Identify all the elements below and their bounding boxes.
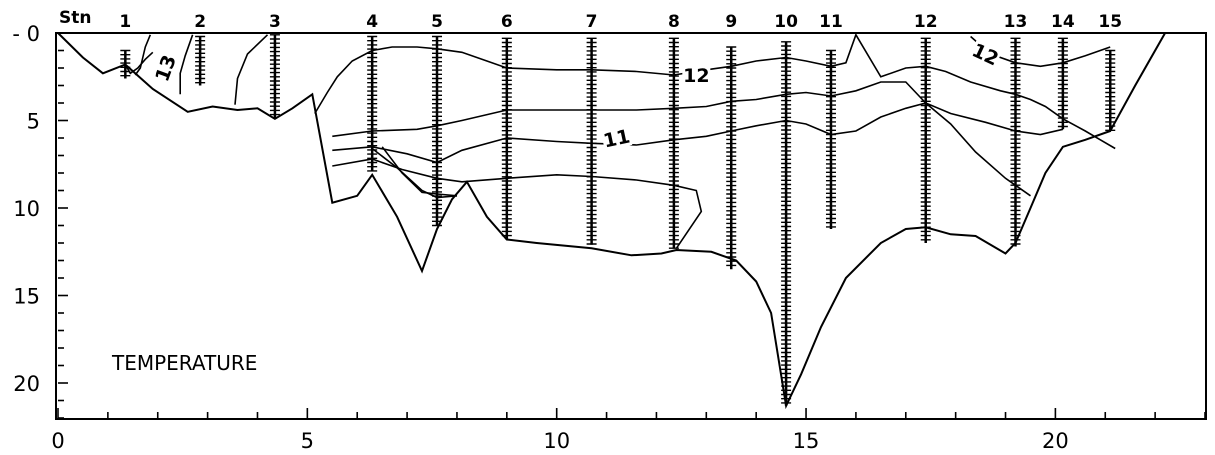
- station-label: 10: [774, 12, 798, 32]
- station-sample-ticks: [195, 35, 206, 84]
- station-sample-ticks: [432, 35, 443, 227]
- plot-frame: [55, 32, 1207, 420]
- station-14: 14: [1051, 12, 1075, 130]
- station-label: 7: [586, 12, 598, 32]
- isotherm-c12-main: [314, 32, 1116, 150]
- isotherm-label: 13: [151, 52, 181, 84]
- station-sample-ticks: [367, 35, 378, 172]
- station-sample-ticks: [1010, 37, 1021, 245]
- isotherm-c10: [332, 158, 703, 249]
- station-10: 10: [774, 12, 798, 406]
- y-tick-label: 15: [13, 285, 40, 309]
- contour-label-background: [149, 50, 180, 85]
- station-8: 8: [668, 12, 680, 249]
- station-label: 2: [194, 12, 206, 32]
- station-5: 5: [431, 12, 443, 227]
- station-sample-ticks: [726, 46, 737, 267]
- isotherm-c13-a: [124, 51, 154, 75]
- station-sample-ticks: [1105, 49, 1116, 131]
- station-casts: 1 2 3 4 5 6 7 8 9 10 11 12 13 14 15: [119, 12, 1122, 406]
- station-label: 9: [725, 12, 737, 32]
- station-7: 7: [586, 12, 598, 245]
- x-tick-label: 5: [301, 429, 314, 453]
- isotherm-c11-main: [332, 81, 1064, 138]
- station-sample-ticks: [586, 37, 597, 245]
- contour-label-background: [968, 37, 1004, 69]
- seafloor-line: [57, 32, 1166, 410]
- isotherm-c13-d: [134, 34, 152, 76]
- station-sample-ticks: [781, 41, 792, 404]
- y-tick-label: - 0: [12, 22, 40, 46]
- y-tick-label: 20: [13, 372, 40, 396]
- station-sample-ticks: [269, 34, 280, 116]
- station-15: 15: [1098, 12, 1122, 131]
- x-tick-label: 0: [51, 429, 64, 453]
- station-11: 11: [819, 12, 843, 229]
- station-9: 9: [725, 12, 737, 270]
- contour-label-background: [600, 123, 633, 151]
- isotherm-label: 11: [602, 125, 632, 152]
- station-label: 8: [668, 12, 680, 32]
- stations-axis-label: Stn: [59, 8, 91, 28]
- station-sample-ticks: [501, 37, 512, 237]
- y-tick-label: 5: [27, 110, 40, 134]
- isotherm-c13-c: [234, 34, 269, 105]
- isotherm-label: 12: [969, 39, 1002, 70]
- station-1: 1: [119, 12, 131, 79]
- x-tick-label: 10: [543, 429, 570, 453]
- station-6: 6: [501, 12, 513, 240]
- contour-label-background: [682, 63, 711, 85]
- station-label: 14: [1051, 12, 1075, 32]
- station-sample-ticks: [825, 49, 836, 228]
- isotherm-c10-deep: [381, 146, 458, 197]
- station-2: 2: [194, 12, 206, 86]
- x-tick-label: 20: [1042, 429, 1069, 453]
- contour-labels: 13 12 12 11: [149, 37, 1004, 152]
- station-3: 3: [269, 12, 281, 119]
- isotherm-c11-lower: [332, 102, 1031, 197]
- station-label: 12: [914, 12, 938, 32]
- isotherm-c13-b: [179, 34, 194, 95]
- isotherm-label: 12: [683, 65, 709, 87]
- station-label: 15: [1098, 12, 1122, 32]
- station-12: 12: [914, 12, 938, 243]
- station-label: 13: [1004, 12, 1028, 32]
- isotherm-c10-inner: [371, 147, 458, 199]
- contour-lines: [124, 32, 1116, 249]
- station-label: 4: [366, 12, 378, 32]
- station-4: 4: [366, 12, 378, 172]
- station-label: 3: [269, 12, 281, 32]
- station-sample-ticks: [1057, 37, 1068, 128]
- chart-title: TEMPERATURE: [111, 351, 257, 375]
- station-label: 5: [431, 12, 443, 32]
- station-13: 13: [1004, 12, 1028, 247]
- seafloor-profile: [57, 32, 1166, 410]
- station-sample-ticks: [668, 37, 679, 249]
- axes: 0 5 10 15 20 - 0 5 10 15 20: [12, 22, 1206, 453]
- station-sample-ticks: [920, 37, 931, 241]
- y-tick-label: 10: [13, 197, 40, 221]
- station-sample-ticks: [120, 49, 131, 77]
- station-label: 6: [501, 12, 513, 32]
- station-label: 1: [119, 12, 131, 32]
- x-tick-label: 15: [793, 429, 820, 453]
- station-label: 11: [819, 12, 843, 32]
